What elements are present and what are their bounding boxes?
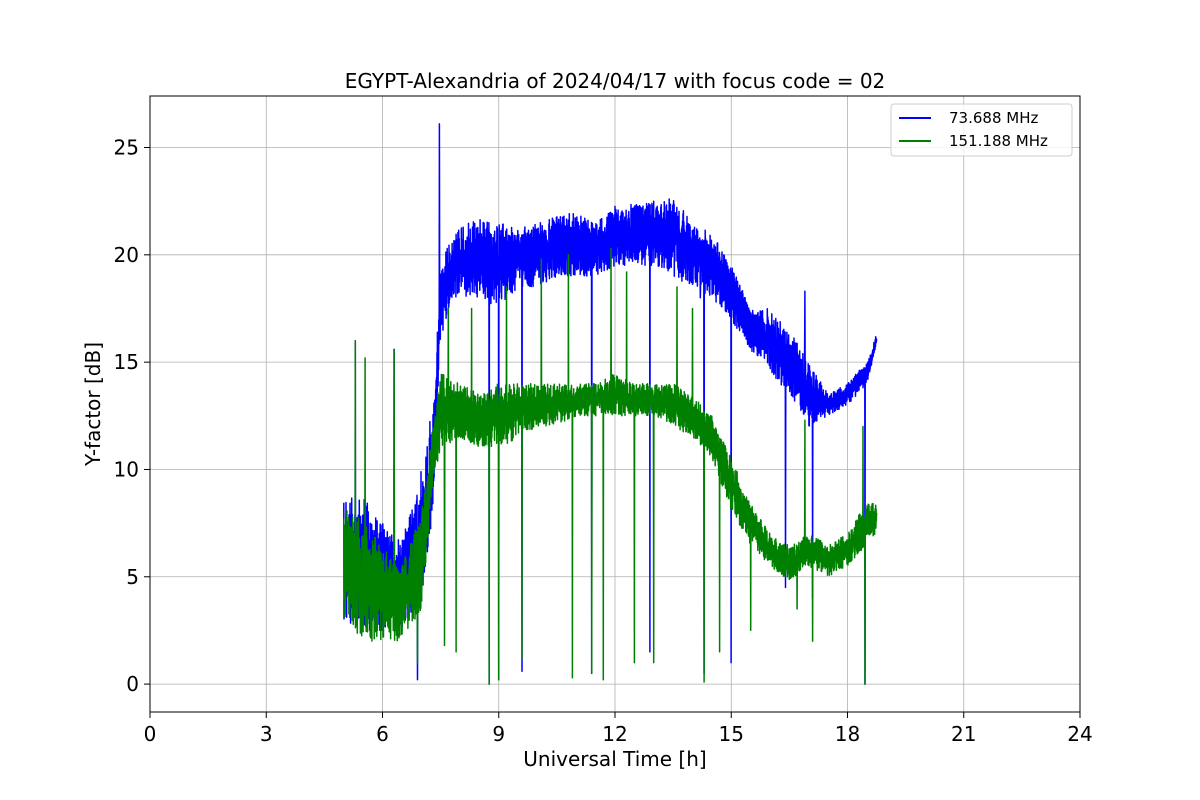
y-tick-label-1: 5 [126, 565, 139, 589]
x-tick-label-8: 24 [1067, 722, 1092, 746]
chart-title: EGYPT-Alexandria of 2024/04/17 with focu… [345, 69, 886, 93]
y-tick-label-2: 10 [114, 457, 139, 481]
series-layer [343, 123, 878, 685]
axis-ticks: 0 3 6 9 12 15 18 21 24 0 5 10 15 20 25 [114, 136, 1093, 746]
legend-entry-series-1: 73.688 MHz [949, 109, 1038, 127]
x-tick-label-0: 0 [144, 722, 157, 746]
y-tick-label-3: 15 [114, 350, 139, 374]
x-tick-label-1: 3 [260, 722, 273, 746]
legend: 73.688 MHz 151.188 MHz [890, 103, 1073, 157]
series-line-2 [343, 247, 878, 685]
x-tick-label-7: 21 [951, 722, 976, 746]
x-tick-label-6: 18 [835, 722, 860, 746]
x-tick-label-2: 6 [376, 722, 389, 746]
y-tick-label-0: 0 [126, 672, 139, 696]
x-tick-label-5: 15 [719, 722, 744, 746]
legend-entry-series-2: 151.188 MHz [949, 132, 1048, 150]
x-axis-label: Universal Time [h] [523, 747, 706, 771]
x-tick-label-3: 9 [492, 722, 505, 746]
x-tick-label-4: 12 [602, 722, 627, 746]
y-tick-label-4: 20 [114, 243, 139, 267]
y-axis-label: Y-factor [dB] [81, 342, 105, 467]
y-tick-label-5: 25 [114, 136, 139, 160]
legend-box [890, 103, 1073, 157]
